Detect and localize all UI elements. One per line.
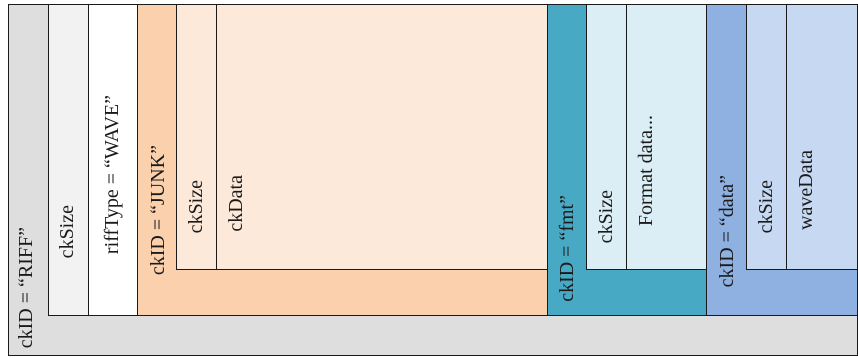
data-cksize-label: ckSize [755,180,777,234]
riff-rifftype-field [88,4,138,316]
junk-ckid-label: ckID = “JUNK” [147,145,169,276]
fmt-format-data-field [626,4,707,270]
riff-ckid-label: ckID = “RIFF” [15,226,37,348]
junk-cksize-label: ckSize [185,180,207,234]
junk-ckdata-field [216,4,548,270]
data-wavedata-field [786,4,858,270]
riff-rifftype-label: riffType = “WAVE” [101,95,123,255]
data-wavedata-label: waveData [795,150,817,230]
data-ckid-label: ckID = “data” [716,175,738,288]
fmt-ckid-label: ckID = “fmt” [556,195,578,302]
riff-cksize-label: ckSize [56,205,78,259]
fmt-format-data-label: Format data... [635,115,657,227]
data-cksize-field [746,4,787,270]
fmt-cksize-label: ckSize [595,190,617,244]
junk-ckdata-label: ckData [225,175,247,232]
riff-cksize-field [48,4,89,316]
